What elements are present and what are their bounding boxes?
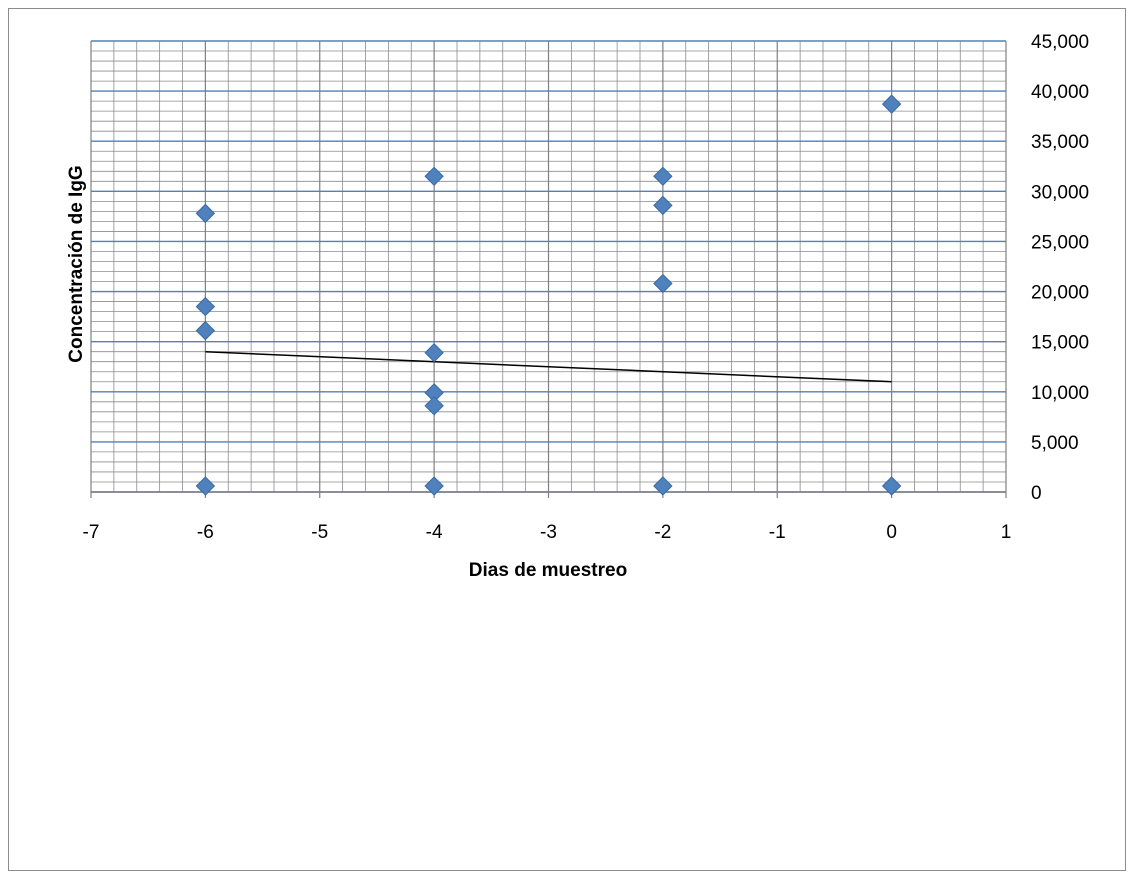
x-tick-labels: -7 -6 -5 -4 -3 -2 -1 0 1: [83, 522, 1012, 543]
y-tick-labels: 0 5,000 10,000 15,000 20,000 25,000 30,000 35,0…: [1031, 32, 1089, 504]
y-tick-label: 15,000: [1031, 333, 1089, 354]
data-point: [424, 396, 444, 416]
y-tick-label: 0: [1031, 483, 1042, 504]
data-point: [653, 476, 673, 496]
grid: [90, 40, 1007, 498]
y-tick-label: 20,000: [1031, 283, 1089, 304]
x-tick-label: -2: [654, 522, 671, 543]
data-point: [653, 166, 673, 187]
data-point: [653, 195, 673, 216]
x-tick-label: 0: [886, 522, 897, 543]
data-point: [881, 94, 902, 114]
y-tick-label: 25,000: [1031, 232, 1089, 253]
data-point: [881, 476, 902, 496]
data-point: [424, 166, 444, 187]
trendline-group: [205, 350, 892, 383]
data-point: [424, 342, 444, 363]
data-point: [195, 203, 216, 224]
data-point: [195, 320, 216, 341]
x-tick-label: -1: [769, 522, 786, 543]
x-tick-label: -3: [540, 522, 557, 543]
y-tick-label: 45,000: [1031, 32, 1089, 53]
x-tick-label: -6: [197, 522, 214, 543]
data-point: [653, 273, 673, 294]
chart-frame: [8, 8, 1126, 871]
y-tick-label: 10,000: [1031, 383, 1089, 404]
data-point: [195, 476, 216, 496]
y-tick-label: 5,000: [1031, 433, 1079, 454]
x-tick-label: -5: [311, 522, 328, 543]
x-axis-title: Dias de muestreo: [469, 560, 627, 581]
data-points: [195, 94, 902, 496]
y-tick-label: 40,000: [1031, 82, 1089, 103]
x-tick-label: 1: [1001, 522, 1012, 543]
data-point: [424, 476, 444, 496]
x-tick-label: -4: [426, 522, 443, 543]
trendline: [205, 350, 892, 383]
y-tick-label: 35,000: [1031, 132, 1089, 153]
x-tick-label: -7: [83, 522, 100, 543]
y-axis-title: Concentración de IgG: [66, 165, 87, 362]
data-point: [195, 296, 216, 317]
y-tick-label: 30,000: [1031, 182, 1089, 203]
